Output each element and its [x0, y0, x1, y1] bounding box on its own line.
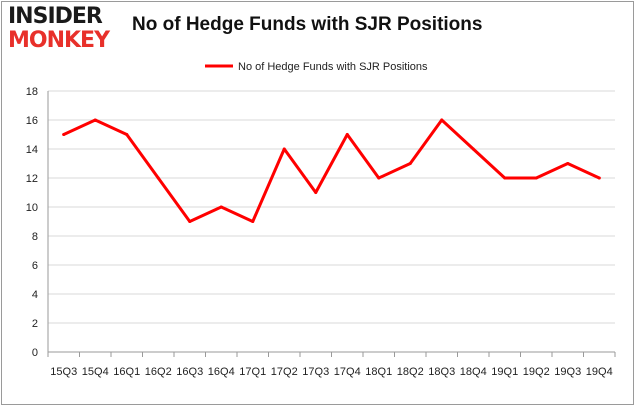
data-point-16Q1	[125, 133, 129, 136]
x-tick-label-18Q3: 18Q3	[428, 366, 455, 378]
data-point-19Q1	[503, 176, 507, 180]
x-tick-label-17Q3: 17Q3	[302, 366, 329, 378]
data-point-17Q4	[345, 133, 349, 136]
data-point-17Q1	[251, 220, 255, 223]
x-tick-label-17Q1: 17Q1	[239, 366, 266, 378]
y-tick-label-2: 2	[32, 318, 38, 330]
y-tick-label-0: 0	[32, 347, 38, 359]
data-point-17Q3	[314, 191, 318, 194]
legend-label: No of Hedge Funds with SJR Positions	[238, 61, 428, 73]
y-tick-label-12: 12	[26, 173, 38, 185]
x-tick-label-16Q1: 16Q1	[113, 366, 140, 378]
x-tick-label-19Q1: 19Q1	[491, 366, 518, 378]
data-point-19Q3	[566, 162, 570, 165]
x-tick-label-16Q4: 16Q4	[208, 366, 235, 378]
x-tick-label-18Q1: 18Q1	[365, 366, 392, 378]
data-point-15Q3	[62, 133, 66, 136]
series-line-0	[62, 118, 601, 223]
x-tick-label-19Q2: 19Q2	[523, 366, 550, 378]
data-point-16Q4	[219, 205, 223, 209]
x-tick-label-19Q3: 19Q3	[554, 366, 581, 378]
logo-line-1: INSIDER	[8, 4, 103, 29]
data-point-18Q4	[471, 147, 475, 151]
y-tick-label-16: 16	[26, 115, 38, 127]
data-point-17Q2	[282, 147, 286, 151]
logo-line-2: MONKEY	[8, 28, 110, 53]
x-tick-label-17Q4: 17Q4	[334, 366, 361, 378]
x-tick-label-17Q2: 17Q2	[271, 366, 298, 378]
x-tick-label-18Q4: 18Q4	[460, 366, 487, 378]
x-tick-label-16Q3: 16Q3	[176, 366, 203, 378]
data-point-18Q1	[377, 176, 381, 180]
data-point-15Q4	[93, 118, 97, 122]
y-tick-label-8: 8	[32, 231, 38, 243]
x-tick-label-16Q2: 16Q2	[145, 366, 172, 378]
data-point-16Q2	[156, 176, 160, 180]
insider-monkey-logo: INSIDER MONKEY	[8, 4, 118, 54]
data-point-18Q2	[408, 162, 412, 165]
y-tick-label-4: 4	[32, 289, 38, 301]
x-tick-label-19Q4: 19Q4	[586, 366, 613, 378]
x-tick-label-15Q3: 15Q3	[50, 366, 77, 378]
data-point-18Q3	[440, 118, 444, 122]
data-point-19Q4	[597, 176, 601, 180]
x-tick-label-15Q4: 15Q4	[82, 366, 109, 378]
x-tick-label-18Q2: 18Q2	[397, 366, 424, 378]
y-tick-label-6: 6	[32, 260, 38, 272]
y-tick-label-18: 18	[26, 86, 38, 98]
y-tick-label-14: 14	[26, 144, 38, 156]
data-point-16Q3	[188, 220, 192, 223]
data-point-19Q2	[534, 176, 538, 180]
y-tick-label-10: 10	[26, 202, 38, 214]
chart-title: No of Hedge Funds with SJR Positions	[132, 14, 483, 35]
